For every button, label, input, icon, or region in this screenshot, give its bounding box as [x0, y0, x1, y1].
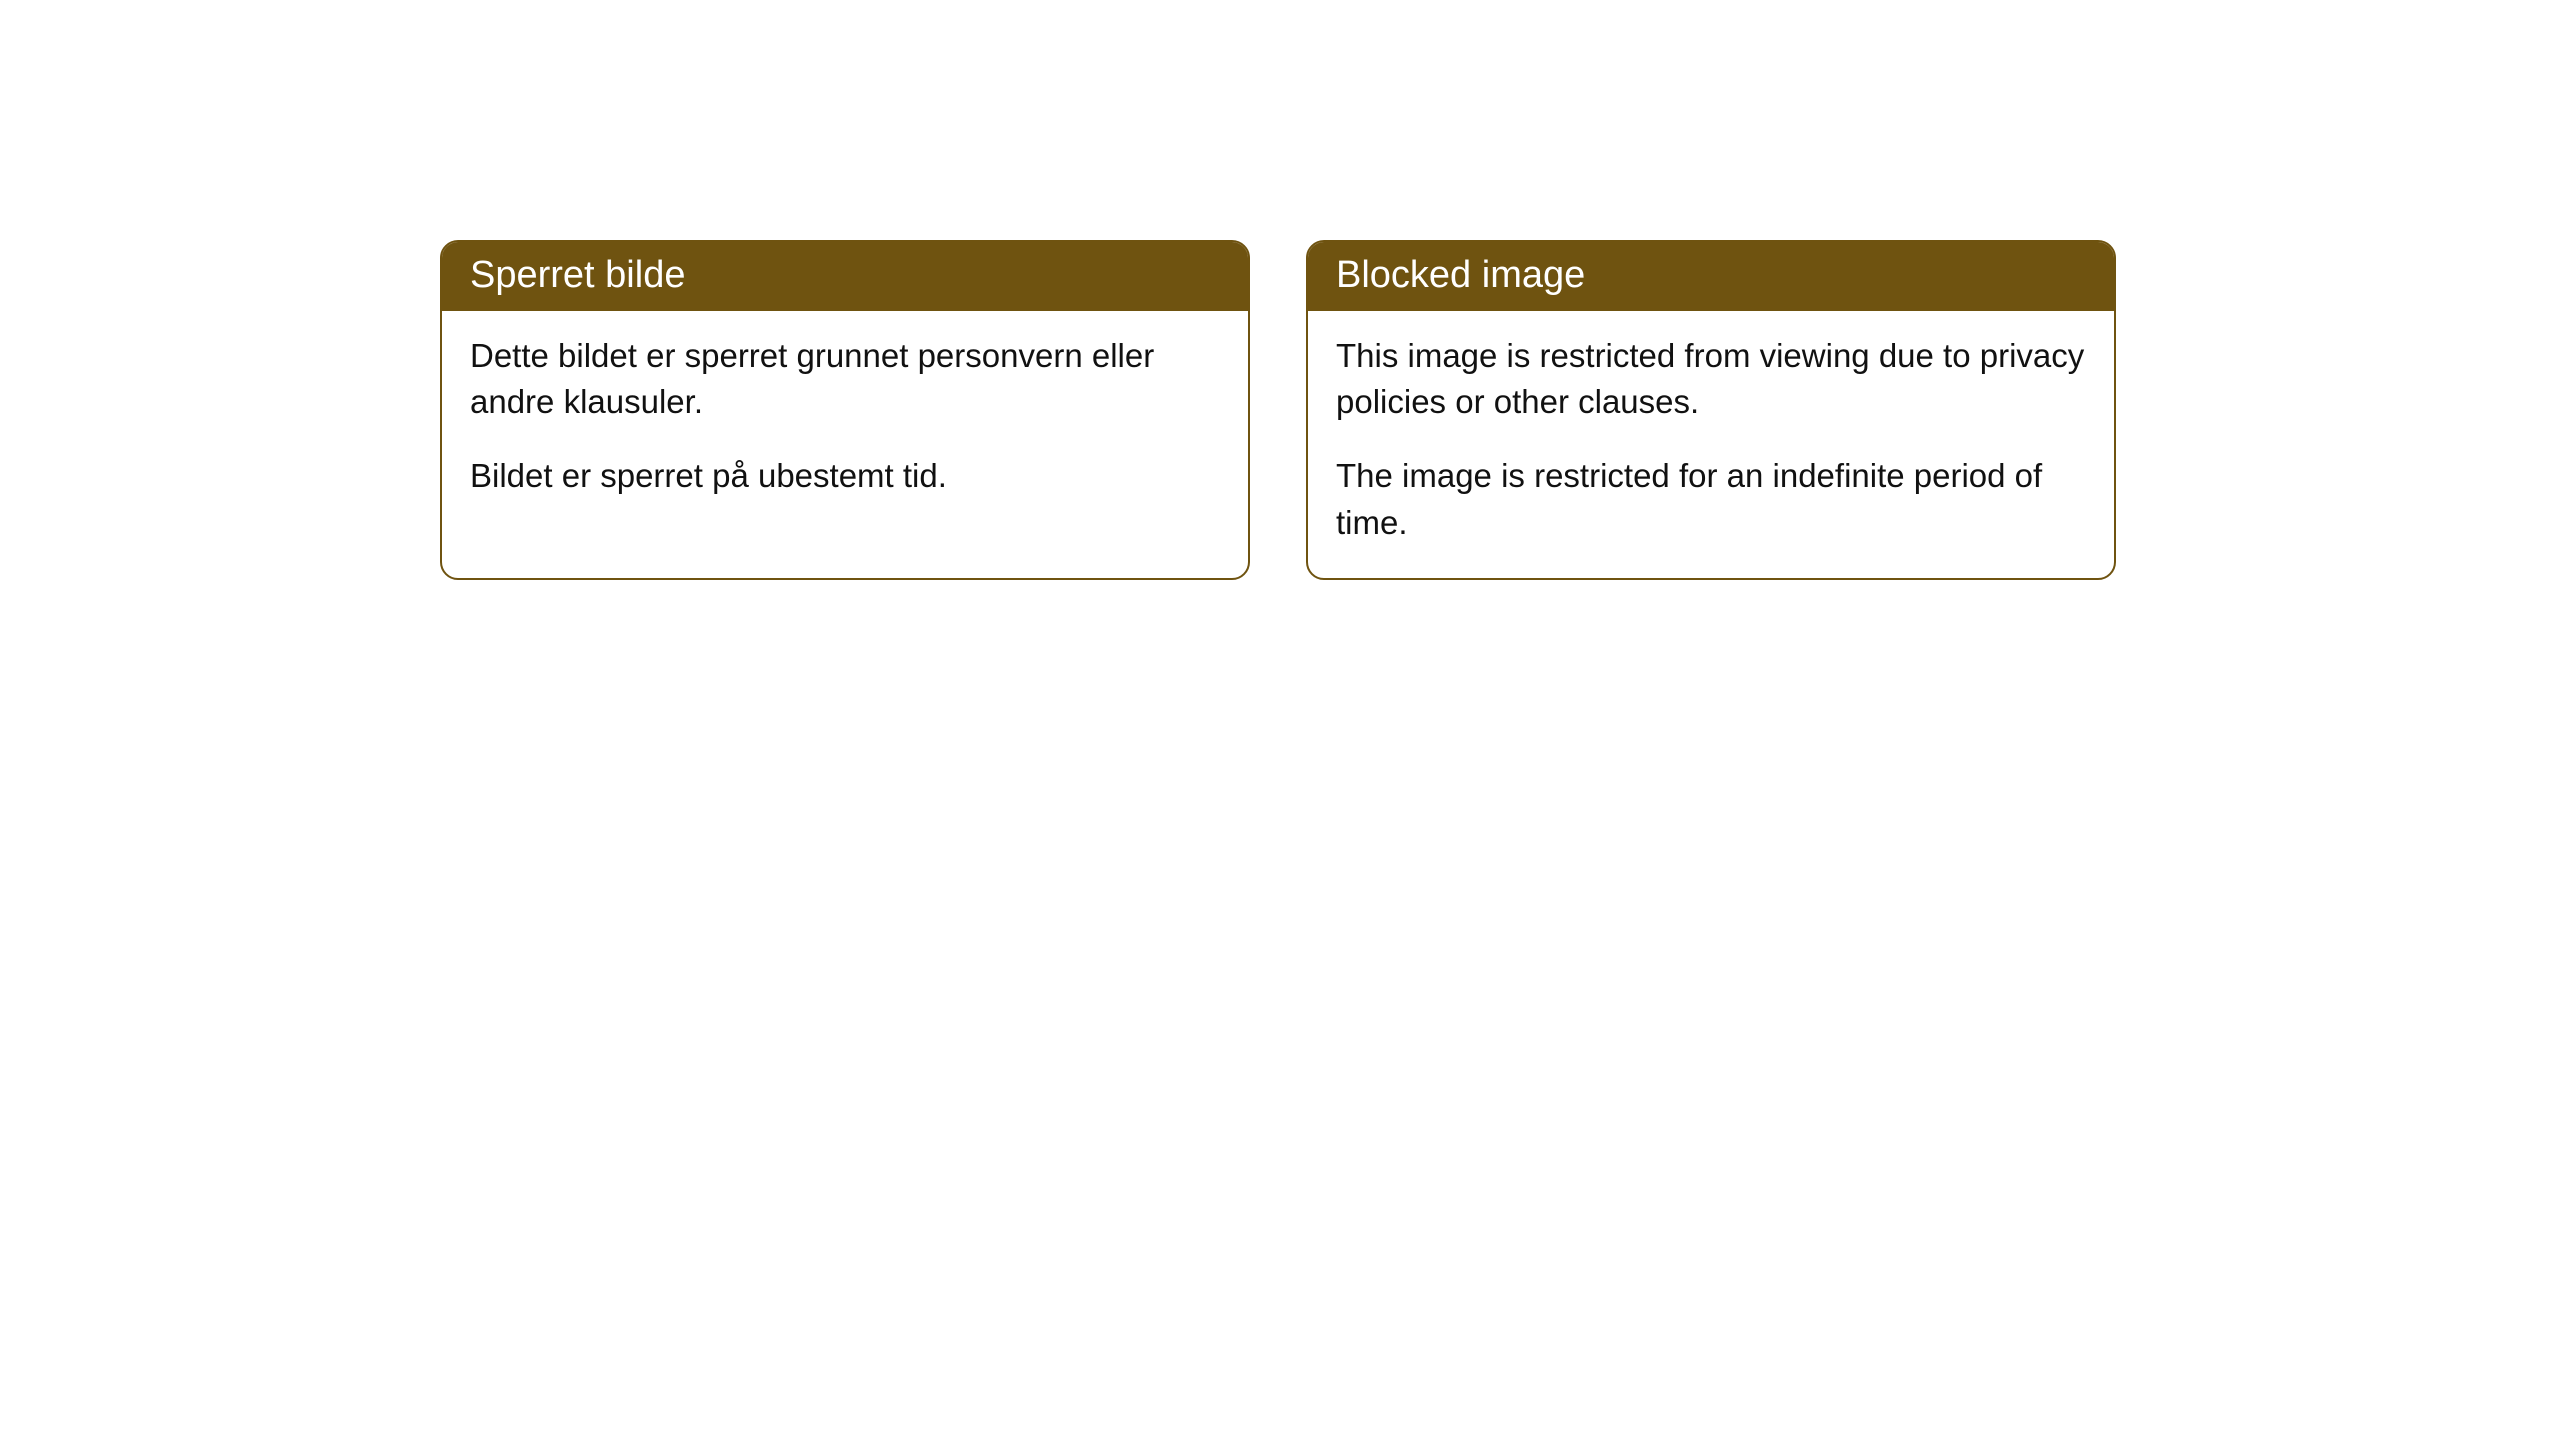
card-body-en: This image is restricted from viewing du…: [1308, 311, 2114, 578]
card-title-no: Sperret bilde: [470, 254, 685, 296]
card-paragraph-no-1: Dette bildet er sperret grunnet personve…: [470, 333, 1220, 425]
notice-cards-container: Sperret bilde Dette bildet er sperret gr…: [440, 240, 2116, 580]
card-title-en: Blocked image: [1336, 254, 1585, 296]
card-paragraph-no-2: Bildet er sperret på ubestemt tid.: [470, 453, 1220, 499]
card-paragraph-en-2: The image is restricted for an indefinit…: [1336, 453, 2086, 545]
card-body-no: Dette bildet er sperret grunnet personve…: [442, 311, 1248, 532]
blocked-image-card-en: Blocked image This image is restricted f…: [1306, 240, 2116, 580]
card-paragraph-en-1: This image is restricted from viewing du…: [1336, 333, 2086, 425]
card-header-no: Sperret bilde: [442, 242, 1248, 311]
card-header-en: Blocked image: [1308, 242, 2114, 311]
blocked-image-card-no: Sperret bilde Dette bildet er sperret gr…: [440, 240, 1250, 580]
